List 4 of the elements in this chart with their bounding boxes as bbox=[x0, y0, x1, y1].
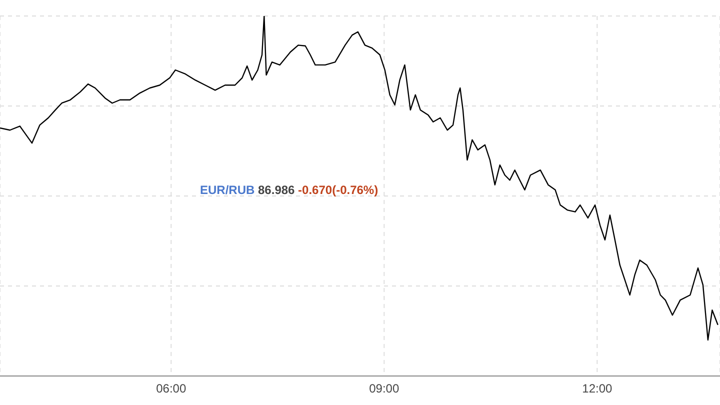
x-tick-label: 12:00 bbox=[582, 382, 612, 396]
annotation: EUR/RUB 86.986 -0.670(-0.76%) bbox=[200, 183, 378, 197]
x-tick-label: 09:00 bbox=[369, 382, 400, 396]
x-tick-label: 06:00 bbox=[156, 382, 186, 396]
